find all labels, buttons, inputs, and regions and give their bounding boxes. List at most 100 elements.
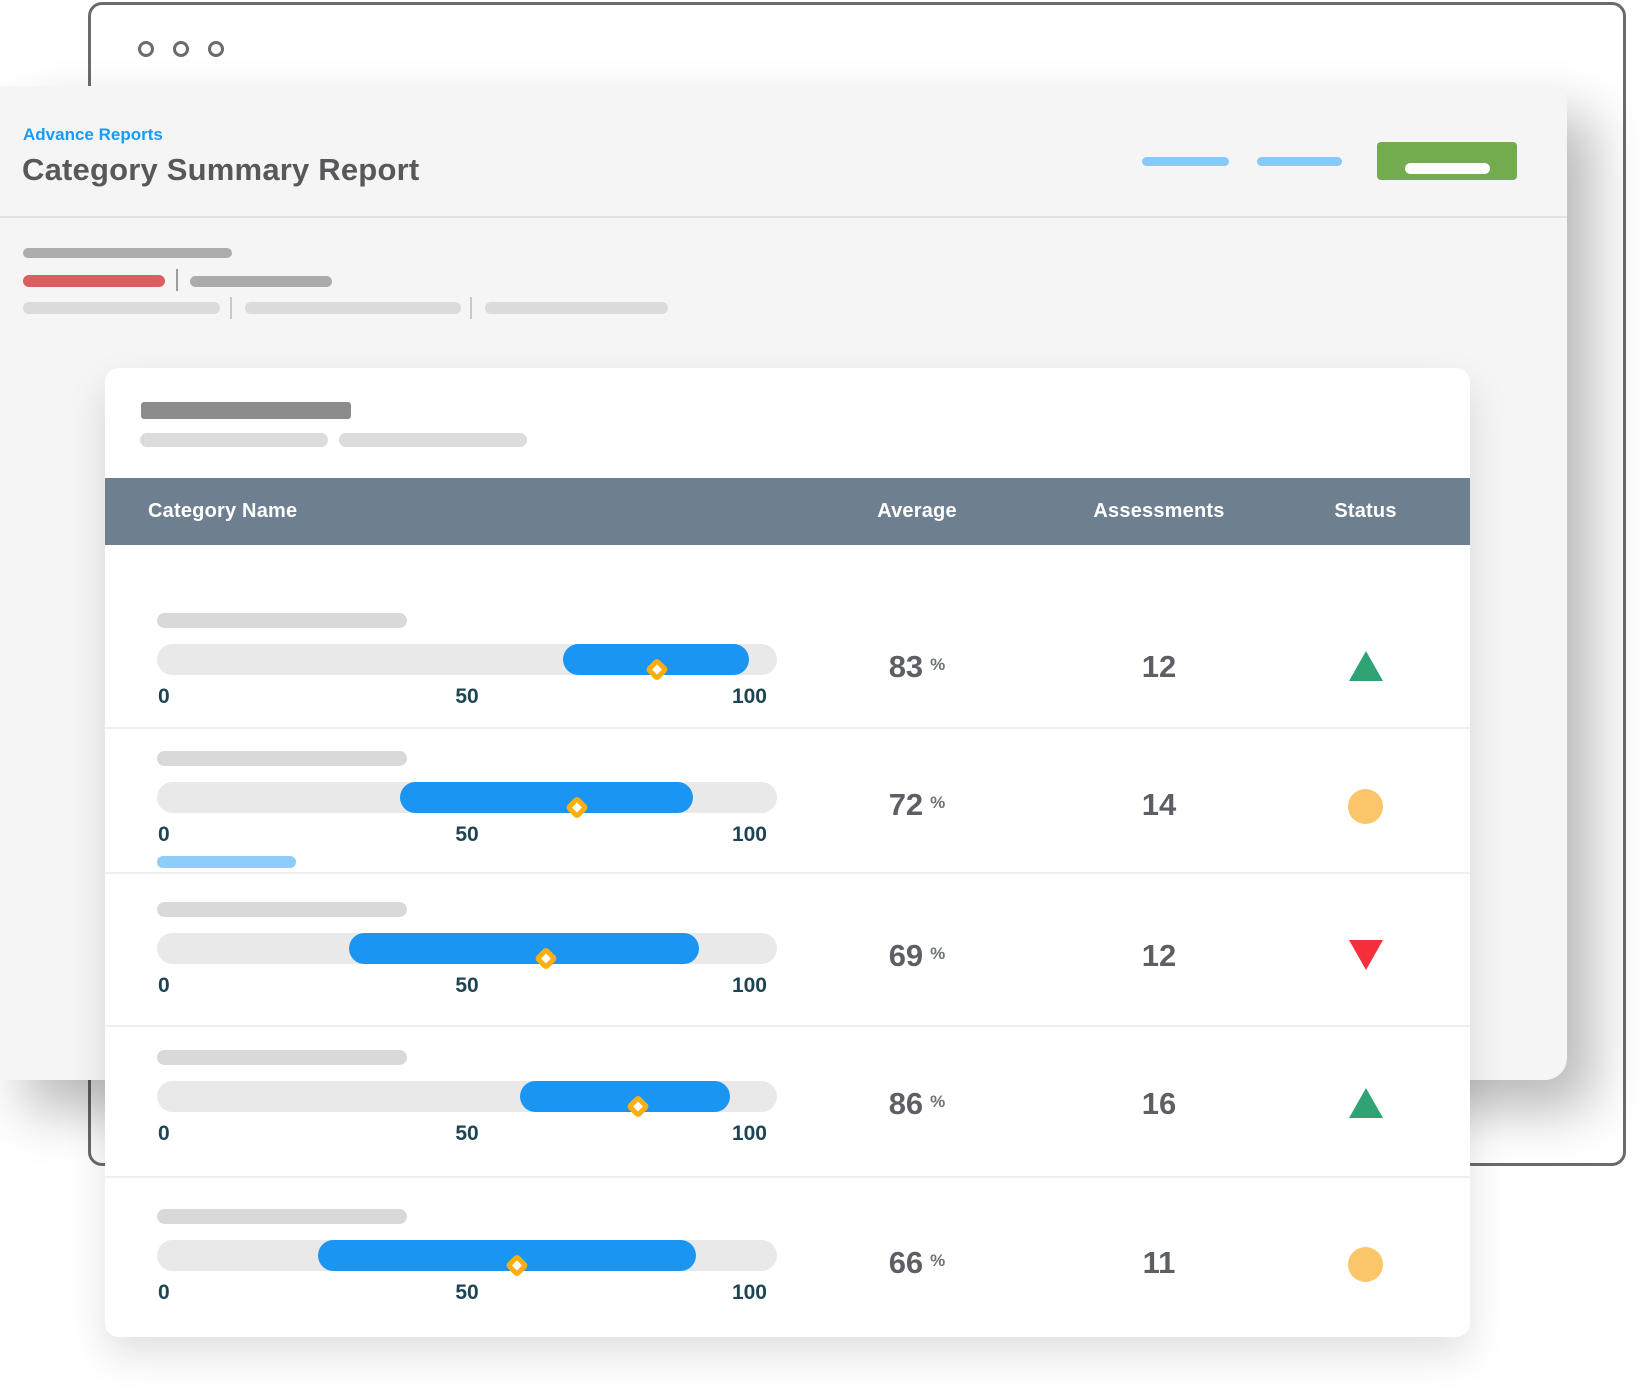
card-title-bar — [141, 402, 351, 419]
header-divider — [0, 216, 1567, 218]
average-cell: 86% — [777, 1027, 1057, 1125]
percent-sign: % — [930, 655, 946, 674]
tick-label: 0 — [158, 685, 170, 708]
category-cell: 0 50 100 — [157, 874, 777, 998]
card-subtitle-bar — [140, 433, 328, 447]
page-title: Category Summary Report — [22, 152, 420, 187]
filter-separator — [470, 297, 472, 319]
table-row: 0 50 100 69% 12 — [105, 874, 1470, 1027]
highlight-sub-bar — [157, 856, 296, 868]
average-cell: 69% — [777, 874, 1057, 977]
category-cell: 0 50 100 — [157, 1178, 777, 1305]
breadcrumb-link[interactable]: Advance Reports — [23, 125, 163, 144]
filter-separator — [176, 269, 178, 291]
average-value: 66 — [888, 1245, 924, 1280]
status-cell — [1261, 1178, 1470, 1282]
category-label-bar — [157, 902, 407, 917]
tick-label: 50 — [455, 1122, 479, 1145]
tick-label: 0 — [158, 823, 170, 846]
column-header-assessments: Assessments — [1093, 500, 1225, 522]
slider-ticks: 0 50 100 — [157, 974, 777, 998]
status-cell — [1261, 874, 1470, 970]
category-label-bar — [157, 751, 407, 766]
slider-track[interactable] — [157, 644, 777, 682]
table-row: 0 50 100 83% 12 — [105, 545, 1470, 729]
tick-label: 0 — [158, 1122, 170, 1145]
toolbar-link-pill[interactable] — [1142, 157, 1229, 166]
slider-ticks: 0 50 100 — [157, 1281, 777, 1305]
table-row: 0 50 100 66% 11 — [105, 1178, 1470, 1329]
average-cell: 72% — [777, 729, 1057, 826]
button-label-bar — [1404, 162, 1490, 174]
tick-label: 100 — [731, 1122, 767, 1145]
category-cell: 0 50 100 — [157, 1027, 777, 1146]
column-header-status: Status — [1334, 500, 1397, 522]
average-value: 72 — [888, 787, 924, 822]
window-dot-icon[interactable] — [208, 41, 224, 57]
window-dot-icon[interactable] — [138, 41, 154, 57]
filter-skeleton-bar — [245, 302, 461, 314]
slider-fill — [349, 933, 700, 964]
filter-skeleton-bar — [485, 302, 668, 314]
steady-dot-icon — [1348, 789, 1383, 824]
toolbar-link-pill[interactable] — [1257, 157, 1342, 166]
category-label-bar — [157, 1209, 407, 1224]
steady-dot-icon — [1348, 1247, 1383, 1282]
slider-track[interactable] — [157, 782, 777, 820]
active-filter-bar — [23, 275, 165, 287]
filter-skeleton-bar — [190, 276, 332, 287]
tick-label: 50 — [455, 1281, 479, 1304]
column-header-category: Category Name — [148, 500, 298, 522]
tick-label: 50 — [455, 685, 479, 708]
average-value: 69 — [888, 938, 924, 973]
table-row: 0 50 100 86% 16 — [105, 1027, 1470, 1178]
card-subtitle-bar — [339, 433, 527, 447]
table-header: Category Name Average Assessments Status — [105, 478, 1470, 545]
slider-ticks: 0 50 100 — [157, 685, 777, 709]
trend-up-icon — [1348, 651, 1383, 681]
filter-skeleton-bar — [23, 248, 232, 258]
tick-label: 100 — [731, 823, 767, 846]
column-header-average: Average — [877, 500, 957, 522]
tick-label: 100 — [731, 685, 767, 708]
slider-ticks: 0 50 100 — [157, 823, 777, 847]
category-label-bar — [157, 1050, 407, 1065]
tick-label: 100 — [731, 1281, 767, 1304]
average-value: 83 — [888, 649, 924, 684]
filter-skeleton-bar — [23, 302, 220, 314]
window-dot-icon[interactable] — [173, 41, 189, 57]
tick-label: 0 — [158, 974, 170, 997]
category-label-bar — [157, 613, 407, 628]
percent-sign: % — [930, 793, 946, 812]
average-cell: 66% — [777, 1178, 1057, 1284]
slider-track[interactable] — [157, 1081, 777, 1119]
slider-track[interactable] — [157, 1240, 777, 1278]
percent-sign: % — [930, 944, 946, 963]
assessments-count: 16 — [1141, 1086, 1177, 1121]
slider-track[interactable] — [157, 933, 777, 971]
filter-separator — [230, 297, 232, 319]
slider-fill — [519, 1081, 731, 1112]
table-row: 0 50 100 72% 14 — [105, 729, 1470, 874]
table-body: 0 50 100 83% 12 — [105, 545, 1470, 1329]
assessments-count: 12 — [1141, 649, 1177, 684]
average-cell: 83% — [777, 545, 1057, 688]
report-card: Category Name Average Assessments Status… — [105, 368, 1470, 1337]
status-cell — [1261, 729, 1470, 824]
tick-label: 100 — [731, 974, 767, 997]
tick-label: 0 — [158, 1281, 170, 1304]
assessments-count: 12 — [1141, 938, 1177, 973]
slider-fill — [400, 782, 694, 813]
percent-sign: % — [930, 1092, 946, 1111]
slider-ticks: 0 50 100 — [157, 1122, 777, 1146]
assessments-count: 11 — [1142, 1245, 1176, 1280]
tick-label: 50 — [455, 823, 479, 846]
primary-action-button[interactable] — [1377, 142, 1517, 180]
trend-up-icon — [1348, 1088, 1383, 1118]
status-cell — [1261, 1027, 1470, 1118]
trend-down-icon — [1348, 940, 1383, 970]
average-value: 86 — [888, 1086, 924, 1121]
assessments-count: 14 — [1141, 787, 1177, 822]
category-cell: 0 50 100 — [157, 545, 777, 709]
